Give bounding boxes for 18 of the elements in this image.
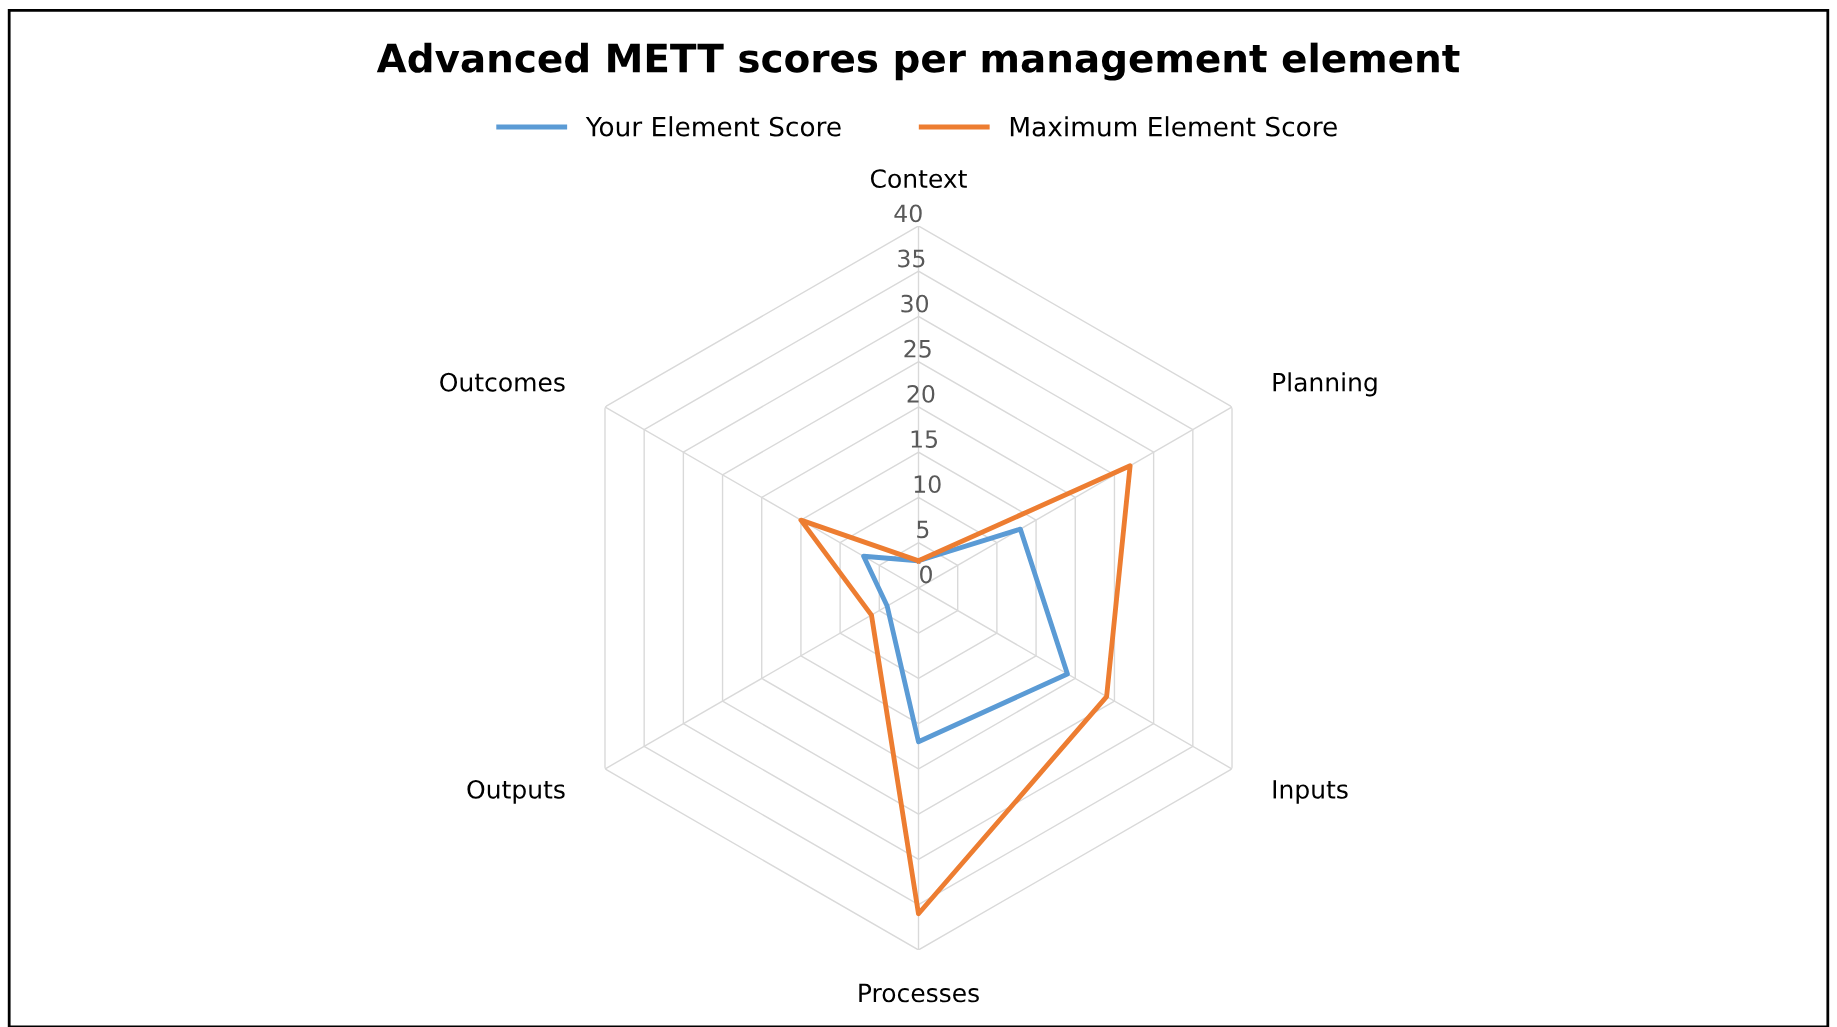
y-tick-label: 0: [920, 565, 932, 584]
legend-label: Maximum Element Score: [1010, 116, 1337, 137]
y-tick-label: 20: [907, 384, 935, 403]
chart-title: Advanced METT scores per management element: [376, 42, 1460, 81]
y-tick-label: 30: [901, 294, 929, 313]
spoke-label: Planning: [1273, 372, 1377, 397]
spoke-label: Outcomes: [440, 372, 565, 392]
spoke-label: Context: [870, 169, 967, 189]
y-tick-label: 10: [914, 475, 941, 494]
y-tick-label: 5: [917, 520, 929, 539]
spoke-label: Processes: [859, 983, 979, 1003]
legend-label: Your Element Score: [585, 116, 841, 137]
y-tick-label: 35: [898, 249, 925, 268]
spoke-label: Inputs: [1273, 780, 1348, 804]
spoke-label: Outputs: [467, 779, 565, 804]
y-tick-label: 40: [894, 204, 922, 223]
y-tick-label: 25: [904, 339, 931, 358]
y-tick-label: 15: [911, 430, 938, 448]
